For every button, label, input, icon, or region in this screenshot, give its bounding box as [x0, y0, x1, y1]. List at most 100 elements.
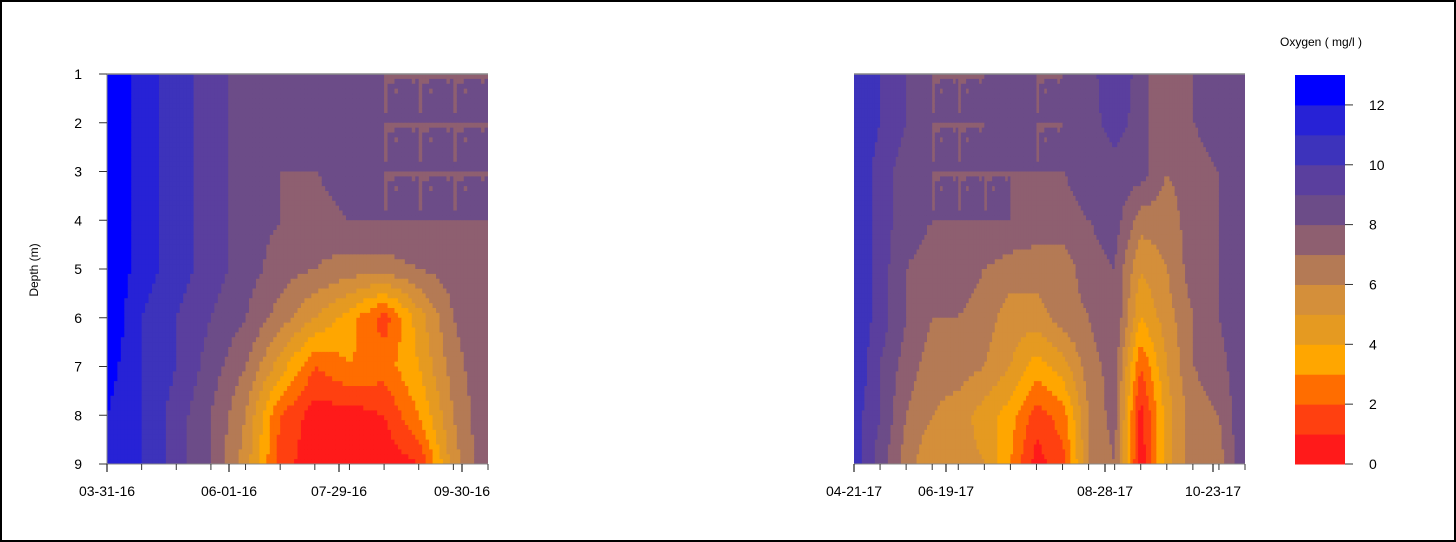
contour-cell	[214, 210, 219, 216]
contour-cell	[224, 259, 229, 265]
contour-cell	[463, 210, 468, 216]
contour-cell	[294, 161, 299, 168]
contour-cell	[294, 200, 299, 207]
contour-cell	[124, 308, 129, 314]
contour-cell	[391, 264, 396, 270]
contour-cell	[145, 303, 150, 309]
contour-cell	[408, 191, 413, 197]
contour-cell	[179, 156, 184, 163]
contour-cell	[193, 137, 198, 143]
contour-cell	[411, 171, 416, 177]
contour-cell	[283, 98, 288, 104]
contour-cell	[339, 205, 344, 212]
contour-cell	[391, 166, 396, 173]
contour-cell	[449, 108, 454, 114]
contour-cell	[203, 166, 209, 173]
contour-cell	[280, 83, 285, 90]
contour-cell	[283, 122, 288, 129]
contour-cell	[401, 137, 406, 143]
contour-cell	[345, 186, 351, 192]
contour-cell	[359, 220, 364, 226]
contour-cell	[252, 215, 257, 221]
contour-cell	[169, 215, 174, 221]
contour-cell	[363, 137, 368, 143]
contour-cell	[113, 249, 118, 255]
contour-cell	[373, 181, 378, 187]
contour-cell	[214, 83, 219, 90]
contour-cell	[484, 132, 488, 138]
contour-cell	[231, 278, 236, 285]
contour-cell	[197, 215, 202, 221]
contour-cell	[120, 108, 125, 114]
contour-cell	[442, 117, 448, 124]
contour-cell	[377, 93, 382, 99]
contour-cell	[280, 181, 285, 187]
contour-cell	[266, 103, 271, 109]
contour-cell	[335, 152, 340, 158]
contour-cell	[110, 78, 115, 85]
contour-cell	[141, 244, 146, 251]
contour-cell	[217, 108, 222, 114]
contour-cell	[325, 166, 330, 173]
contour-cell	[186, 244, 191, 251]
contour-cell	[425, 78, 430, 85]
contour-cell	[145, 200, 150, 207]
contour-cell	[231, 156, 236, 163]
contour-cell	[138, 113, 143, 119]
contour-cell	[377, 156, 382, 163]
contour-cell	[397, 195, 403, 202]
contour-cell	[255, 161, 260, 168]
contour-cell	[197, 200, 202, 207]
contour-cell	[148, 74, 153, 80]
contour-cell	[280, 264, 285, 270]
contour-cell	[141, 293, 146, 299]
contour-cell	[283, 234, 288, 241]
contour-cell	[138, 254, 143, 260]
contour-cell	[318, 161, 323, 168]
contour-cell	[252, 200, 257, 207]
contour-cell	[190, 254, 195, 260]
contour-cell	[394, 88, 399, 95]
contour-cell	[425, 122, 430, 129]
contour-cell	[470, 161, 475, 168]
contour-cell	[162, 74, 167, 80]
contour-cell	[401, 103, 406, 109]
contour-cell	[145, 234, 150, 241]
contour-cell	[290, 171, 295, 177]
contour-cell	[345, 234, 351, 241]
contour-cell	[162, 152, 167, 158]
contour-cell	[148, 225, 153, 231]
contour-cell	[252, 122, 257, 129]
contour-cell	[117, 137, 122, 143]
contour-cell	[245, 283, 250, 290]
contour-cell	[429, 186, 434, 192]
contour-cell	[221, 293, 226, 299]
contour-cell	[290, 117, 295, 124]
contour-cell	[328, 88, 333, 95]
contour-cell	[155, 132, 160, 138]
contour-cell	[214, 273, 219, 280]
contour-cell	[134, 93, 139, 99]
contour-cell	[134, 205, 139, 212]
contour-cell	[124, 225, 129, 231]
contour-cell	[193, 161, 198, 168]
contour-cell	[394, 117, 399, 124]
contour-cell	[249, 264, 254, 270]
contour-cell	[176, 132, 181, 138]
contour-cell	[262, 239, 267, 246]
contour-cell	[384, 113, 389, 119]
contour-cell	[210, 234, 215, 241]
contour-cell	[366, 230, 371, 236]
contour-cell	[415, 220, 420, 226]
contour-cell	[380, 147, 385, 153]
contour-cell	[446, 244, 451, 251]
contour-cell	[186, 137, 191, 143]
contour-cell	[197, 225, 202, 231]
contour-cell	[460, 171, 465, 177]
contour-cell	[460, 259, 465, 265]
contour-cell	[179, 278, 184, 285]
contour-cell	[186, 78, 191, 85]
contour-cell	[280, 117, 285, 124]
contour-cell	[294, 269, 299, 275]
contour-cell	[183, 98, 188, 104]
